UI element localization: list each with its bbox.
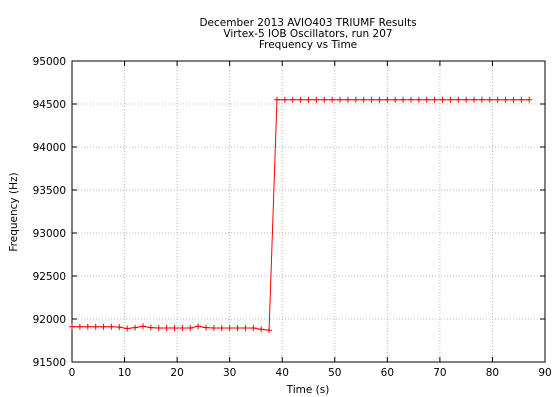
- data-point: [218, 325, 225, 332]
- data-point: [463, 96, 470, 103]
- x-tick-label: 70: [433, 367, 446, 379]
- data-point: [478, 96, 485, 103]
- data-point: [439, 96, 446, 103]
- data-point: [471, 96, 478, 103]
- x-tick-label: 50: [328, 367, 341, 379]
- data-point: [273, 96, 280, 103]
- x-tick-label: 10: [118, 367, 131, 379]
- title-line-2: Virtex-5 IOB Oscillators, run 207: [223, 28, 392, 40]
- plot-frame: [71, 60, 546, 363]
- data-point: [305, 96, 312, 103]
- data-point: [494, 96, 501, 103]
- data-point: [360, 96, 367, 103]
- data-point: [187, 325, 194, 332]
- x-tick-label: 80: [486, 367, 499, 379]
- data-point: [431, 96, 438, 103]
- chart-title: December 2013 AVIO403 TRIUMF Results Vir…: [199, 17, 416, 51]
- data-point: [266, 327, 273, 334]
- y-tick-label: 94000: [33, 142, 66, 154]
- data-point: [171, 325, 178, 332]
- x-tick-label: 90: [538, 367, 551, 379]
- data-point: [289, 96, 296, 103]
- data-point: [329, 96, 336, 103]
- data-point: [147, 324, 154, 331]
- data-point: [384, 96, 391, 103]
- data-point: [313, 96, 320, 103]
- data-point: [447, 96, 454, 103]
- axis-ticks: [71, 60, 546, 363]
- data-point: [116, 324, 123, 331]
- data-point: [242, 325, 249, 332]
- series-layer: [69, 96, 533, 334]
- data-point: [108, 323, 115, 330]
- data-point: [486, 96, 493, 103]
- data-point: [69, 323, 75, 330]
- y-tick-label: 92000: [33, 314, 66, 326]
- x-tick-label: 40: [276, 367, 289, 379]
- y-axis-title: Frequency (Hz): [8, 172, 20, 251]
- data-point: [415, 96, 422, 103]
- data-point: [100, 323, 107, 330]
- data-point: [526, 96, 533, 103]
- title-line-1: December 2013 AVIO403 TRIUMF Results: [199, 17, 416, 29]
- x-tick-label: 0: [69, 367, 76, 379]
- y-tick-label: 91500: [33, 357, 66, 369]
- data-point: [203, 324, 210, 331]
- data-point: [352, 96, 359, 103]
- data-point: [400, 96, 407, 103]
- data-point: [195, 323, 202, 330]
- data-point: [407, 96, 414, 103]
- x-axis-title: Time (s): [286, 384, 330, 396]
- title-line-3: Frequency vs Time: [259, 39, 357, 51]
- y-tick-label: 93000: [33, 228, 66, 240]
- y-tick-label: 93500: [33, 185, 66, 197]
- y-tick-label: 95000: [33, 56, 66, 68]
- x-tick-label: 30: [223, 367, 236, 379]
- data-point: [281, 96, 288, 103]
- data-point: [518, 96, 525, 103]
- data-point: [179, 325, 186, 332]
- data-point: [139, 323, 146, 330]
- data-point: [392, 96, 399, 103]
- data-point: [337, 96, 344, 103]
- data-point: [368, 96, 375, 103]
- data-point: [258, 326, 265, 333]
- data-point: [502, 96, 509, 103]
- data-point: [297, 96, 304, 103]
- tick-labels: 0 10 20 30 40 50 60 70 80 90 91500 92000 92500 93000 9…: [33, 56, 552, 379]
- data-point: [321, 96, 328, 103]
- data-point: [124, 325, 131, 332]
- x-tick-label: 20: [170, 367, 183, 379]
- data-point: [234, 325, 241, 332]
- data-point: [510, 96, 517, 103]
- data-point: [376, 96, 383, 103]
- data-point: [84, 323, 91, 330]
- grid: [72, 61, 545, 362]
- data-point: [455, 96, 462, 103]
- data-point: [250, 325, 257, 332]
- data-point: [92, 323, 99, 330]
- data-point: [210, 325, 217, 332]
- data-point: [344, 96, 351, 103]
- data-point: [226, 325, 233, 332]
- y-tick-label: 94500: [33, 99, 66, 111]
- data-point: [155, 325, 162, 332]
- data-point: [423, 96, 430, 103]
- data-point: [132, 324, 139, 331]
- x-tick-label: 60: [381, 367, 394, 379]
- y-tick-label: 92500: [33, 271, 66, 283]
- data-point: [76, 323, 83, 330]
- data-point: [163, 325, 170, 332]
